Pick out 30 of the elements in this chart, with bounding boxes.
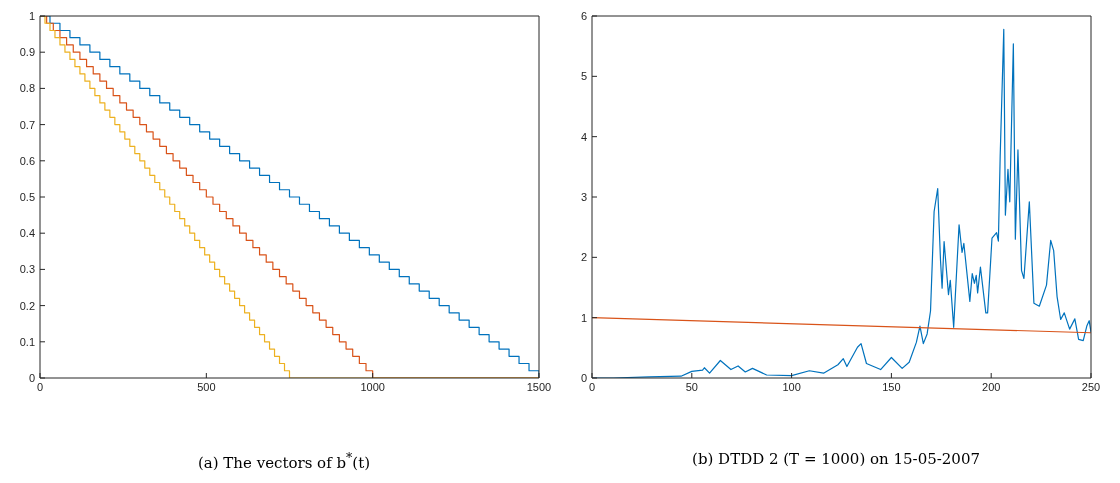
y-tick-label: 0.5 — [19, 190, 35, 203]
x-tick-label: 150 — [882, 380, 901, 393]
y-tick-label: 0 — [28, 371, 35, 384]
text: (b) DTDD 2 (T = 1000) on 15-05-2007 — [692, 450, 980, 468]
x-tick-label: 500 — [197, 380, 216, 393]
y-tick-label: 3 — [580, 190, 587, 203]
y-tick-label: 0.7 — [19, 118, 35, 131]
y-tick-label: 2 — [580, 251, 587, 264]
y-tick-label: 0.2 — [19, 299, 35, 312]
y-tick-label: 0.3 — [19, 263, 35, 276]
y-tick-label: 0 — [580, 371, 587, 384]
y-tick-label: 0.8 — [19, 82, 35, 95]
text: (a) The vectors of b$^{*}$(t) — [197, 450, 371, 472]
y-tick-label: 0.4 — [19, 227, 35, 240]
x-tick-label: 250 — [1081, 380, 1101, 393]
x-tick-label: 1000 — [360, 380, 385, 393]
y-tick-label: 0.1 — [19, 335, 35, 348]
x-tick-label: 100 — [782, 380, 801, 393]
x-tick-label: 200 — [982, 380, 1001, 393]
y-tick-label: 6 — [580, 9, 587, 22]
y-tick-label: 5 — [580, 70, 587, 83]
y-tick-label: 1 — [28, 9, 35, 22]
x-tick-label: 50 — [685, 380, 698, 393]
x-tick-label: 0 — [36, 380, 44, 393]
x-tick-label: 1500 — [526, 380, 552, 393]
y-tick-label: 4 — [580, 130, 587, 143]
y-tick-label: 0.9 — [19, 46, 35, 59]
y-tick-label: 0.6 — [19, 154, 35, 167]
y-tick-label: 1 — [580, 311, 587, 324]
x-tick-label: 0 — [588, 380, 596, 393]
